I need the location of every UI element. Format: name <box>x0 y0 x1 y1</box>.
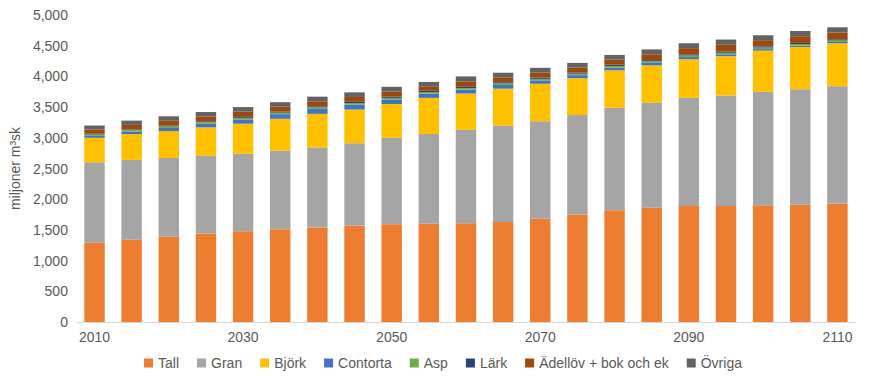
svg-text:2070: 2070 <box>525 329 556 345</box>
svg-text:2090: 2090 <box>673 329 704 345</box>
svg-text:5,000: 5,000 <box>33 7 68 23</box>
svg-text:Tall: Tall <box>158 355 179 371</box>
svg-text:2030: 2030 <box>228 329 259 345</box>
svg-text:1,000: 1,000 <box>33 253 68 269</box>
svg-text:4,000: 4,000 <box>33 68 68 84</box>
svg-text:Asp: Asp <box>424 355 448 371</box>
svg-text:2010: 2010 <box>79 329 110 345</box>
svg-text:3,000: 3,000 <box>33 130 68 146</box>
svg-text:Lärk: Lärk <box>480 355 508 371</box>
svg-text:2,500: 2,500 <box>33 161 68 177</box>
svg-text:2,000: 2,000 <box>33 191 68 207</box>
svg-text:500: 500 <box>45 283 69 299</box>
svg-text:4,500: 4,500 <box>33 38 68 54</box>
svg-text:Gran: Gran <box>211 355 242 371</box>
svg-text:1,500: 1,500 <box>33 222 68 238</box>
svg-text:0: 0 <box>60 314 68 330</box>
svg-text:miljoner m³sk: miljoner m³sk <box>7 126 23 210</box>
svg-text:2050: 2050 <box>376 329 407 345</box>
svg-text:Ädellöv + bok och ek: Ädellöv + bok och ek <box>539 355 670 371</box>
svg-text:Contorta: Contorta <box>338 355 392 371</box>
svg-text:Övriga: Övriga <box>701 354 742 371</box>
svg-text:Björk: Björk <box>274 355 307 371</box>
svg-text:2110: 2110 <box>822 329 852 345</box>
svg-text:3,500: 3,500 <box>33 99 68 115</box>
